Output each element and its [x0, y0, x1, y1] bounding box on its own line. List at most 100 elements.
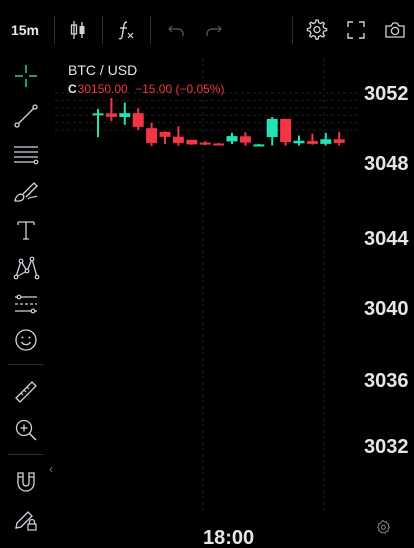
toolbar-divider — [292, 16, 293, 44]
candle — [92, 108, 104, 138]
candle-body — [320, 139, 332, 144]
candle-body — [92, 113, 104, 116]
candle — [226, 132, 238, 145]
brush-icon — [14, 182, 38, 202]
magnet-icon — [17, 472, 35, 492]
fib-retracement-icon — [14, 146, 39, 165]
zoom-in-icon — [15, 419, 37, 441]
pattern-icon — [13, 256, 40, 280]
candle — [146, 122, 158, 146]
candle-body — [306, 141, 318, 144]
candle-body — [226, 136, 238, 142]
undo-button[interactable] — [160, 14, 192, 46]
toolbar-divider — [150, 16, 151, 44]
trend-line-icon — [14, 104, 38, 128]
candle — [159, 131, 171, 145]
candle-body — [186, 139, 198, 145]
zoom-tool[interactable] — [10, 414, 42, 446]
chart-legend: BTC / USD C30150.00 −15.00 (−0.05%) — [68, 62, 224, 96]
candle-body — [146, 128, 158, 143]
candle-body — [333, 139, 345, 143]
settings-button[interactable] — [301, 14, 333, 46]
function-icon — [118, 21, 134, 40]
fib-tool[interactable] — [10, 138, 42, 170]
measure-tool[interactable] — [10, 376, 42, 408]
symbol-label[interactable]: BTC / USD — [68, 62, 138, 78]
prediction-tool[interactable] — [10, 288, 42, 320]
candle-body — [280, 118, 292, 143]
candle — [132, 108, 144, 131]
price-axis-label: 3036 — [364, 370, 409, 392]
price-axis[interactable]: 3052 3048 3044 3040 3036 3032 — [360, 58, 414, 518]
top-toolbar: 15m — [0, 0, 414, 58]
price-change: −15.00 (−0.05%) — [135, 82, 225, 96]
candle-body — [159, 131, 171, 137]
price-axis-label: 3048 — [364, 153, 409, 175]
trend-line-tool[interactable] — [10, 100, 42, 132]
candle — [320, 132, 332, 146]
chart-pane[interactable] — [55, 58, 360, 513]
interval-button[interactable]: 15m — [10, 22, 40, 38]
candle — [333, 131, 345, 146]
candle — [172, 126, 184, 146]
lock-drawings-tool[interactable] — [10, 504, 42, 536]
indicators-button[interactable] — [110, 14, 142, 46]
candle — [119, 102, 131, 125]
undo-icon — [168, 25, 184, 36]
toolbar-divider — [8, 364, 44, 365]
magnet-tool[interactable] — [10, 466, 42, 498]
close-value: 30150.00 — [77, 82, 128, 96]
candle-body — [266, 118, 278, 138]
text-icon — [17, 221, 35, 240]
candle — [213, 142, 225, 146]
forecast-icon — [15, 294, 37, 314]
gear-icon — [306, 19, 328, 40]
candle — [266, 117, 278, 146]
axis-settings-button[interactable] — [372, 516, 394, 538]
crosshair-icon — [15, 65, 37, 87]
price-axis-label: 3044 — [364, 228, 409, 250]
time-axis-label: 18:00 — [203, 527, 255, 548]
icons-tool[interactable] — [10, 324, 42, 356]
toolbar-divider — [102, 16, 103, 44]
candle — [199, 141, 211, 146]
redo-button[interactable] — [198, 14, 230, 46]
screenshot-button[interactable] — [379, 14, 411, 46]
candles-icon — [70, 21, 85, 39]
candle — [306, 133, 318, 145]
candle-body — [253, 144, 265, 147]
fullscreen-icon — [347, 21, 365, 39]
candle-body — [119, 113, 131, 118]
ohlc-values: C30150.00 −15.00 (−0.05%) — [68, 82, 224, 96]
pattern-tool[interactable] — [10, 252, 42, 284]
candle-body — [172, 136, 184, 143]
candle-body — [239, 136, 251, 143]
candle-body — [132, 113, 144, 127]
price-axis-label: 3040 — [364, 298, 409, 320]
candle — [253, 143, 265, 147]
brush-tool[interactable] — [10, 176, 42, 208]
candle-body — [213, 143, 225, 146]
collapse-toolbar-chevron-icon[interactable]: ‹ — [49, 462, 53, 476]
candle — [293, 135, 305, 146]
candle — [186, 139, 198, 145]
candle — [105, 97, 117, 122]
price-axis-label: 3032 — [364, 436, 409, 458]
toolbar-divider — [54, 16, 55, 44]
ruler-icon — [15, 381, 37, 403]
candle — [280, 118, 292, 146]
candle-body — [293, 140, 305, 144]
candle-body — [105, 113, 117, 117]
time-axis[interactable]: 18:00 — [55, 513, 360, 548]
text-tool[interactable] — [10, 214, 42, 246]
candle-body — [199, 142, 211, 145]
fullscreen-button[interactable] — [340, 14, 372, 46]
candle — [239, 132, 251, 146]
smiley-icon — [15, 329, 37, 351]
chart-type-button[interactable] — [62, 14, 94, 46]
gear-icon — [376, 519, 391, 534]
camera-icon — [385, 22, 405, 38]
redo-icon — [206, 25, 222, 36]
crosshair-tool[interactable] — [10, 60, 42, 92]
drawing-toolbar — [0, 58, 52, 548]
